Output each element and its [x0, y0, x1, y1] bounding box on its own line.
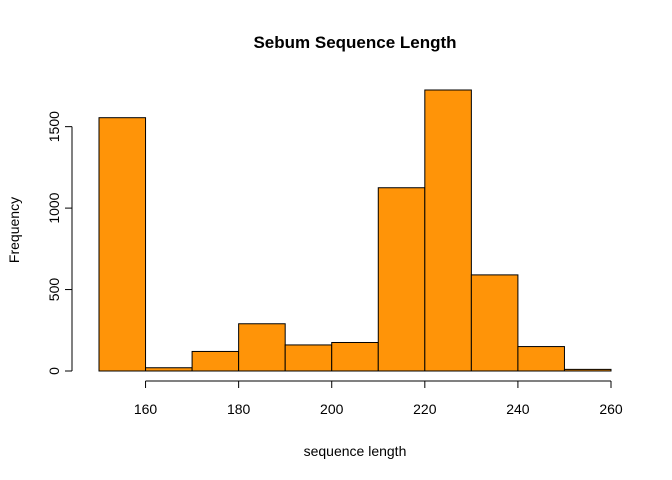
x-tick-label-160: 160	[134, 401, 158, 417]
x-tick-label-200: 200	[320, 401, 344, 417]
x-tick-label-180: 180	[227, 401, 251, 417]
x-tick-label-260: 260	[599, 401, 623, 417]
histogram-bar-170-180	[191, 350, 240, 372]
histogram-bar-240-250	[517, 346, 565, 372]
histogram-bar-230-240	[470, 274, 519, 372]
y-tick-label-1500: 1500	[46, 111, 62, 142]
chart-title: Sebum Sequence Length	[253, 33, 456, 52]
y-axis-label: Frequency	[6, 197, 22, 263]
x-tick-label-220: 220	[413, 401, 437, 417]
histogram-bar-250-260	[563, 368, 612, 372]
histogram-bar-210-220	[377, 187, 426, 372]
y-axis: 0 500 1000 1500	[46, 111, 73, 375]
x-axis-label: sequence length	[304, 443, 407, 459]
y-tick-label-500: 500	[46, 278, 62, 302]
histogram-bar-150-160	[98, 117, 147, 372]
histogram-bar-180-190	[238, 323, 286, 372]
histogram-bar-200-210	[331, 341, 379, 372]
bars-group	[98, 89, 612, 372]
histogram-bar-160-170	[145, 367, 193, 372]
histogram-bar-220-230	[424, 89, 472, 372]
x-axis: 160 180 200 220 240 260	[134, 380, 623, 417]
y-tick-label-0: 0	[46, 367, 62, 375]
x-tick-label-240: 240	[506, 401, 530, 417]
histogram-bar-190-200	[284, 344, 333, 372]
y-tick-label-1000: 1000	[46, 192, 62, 223]
